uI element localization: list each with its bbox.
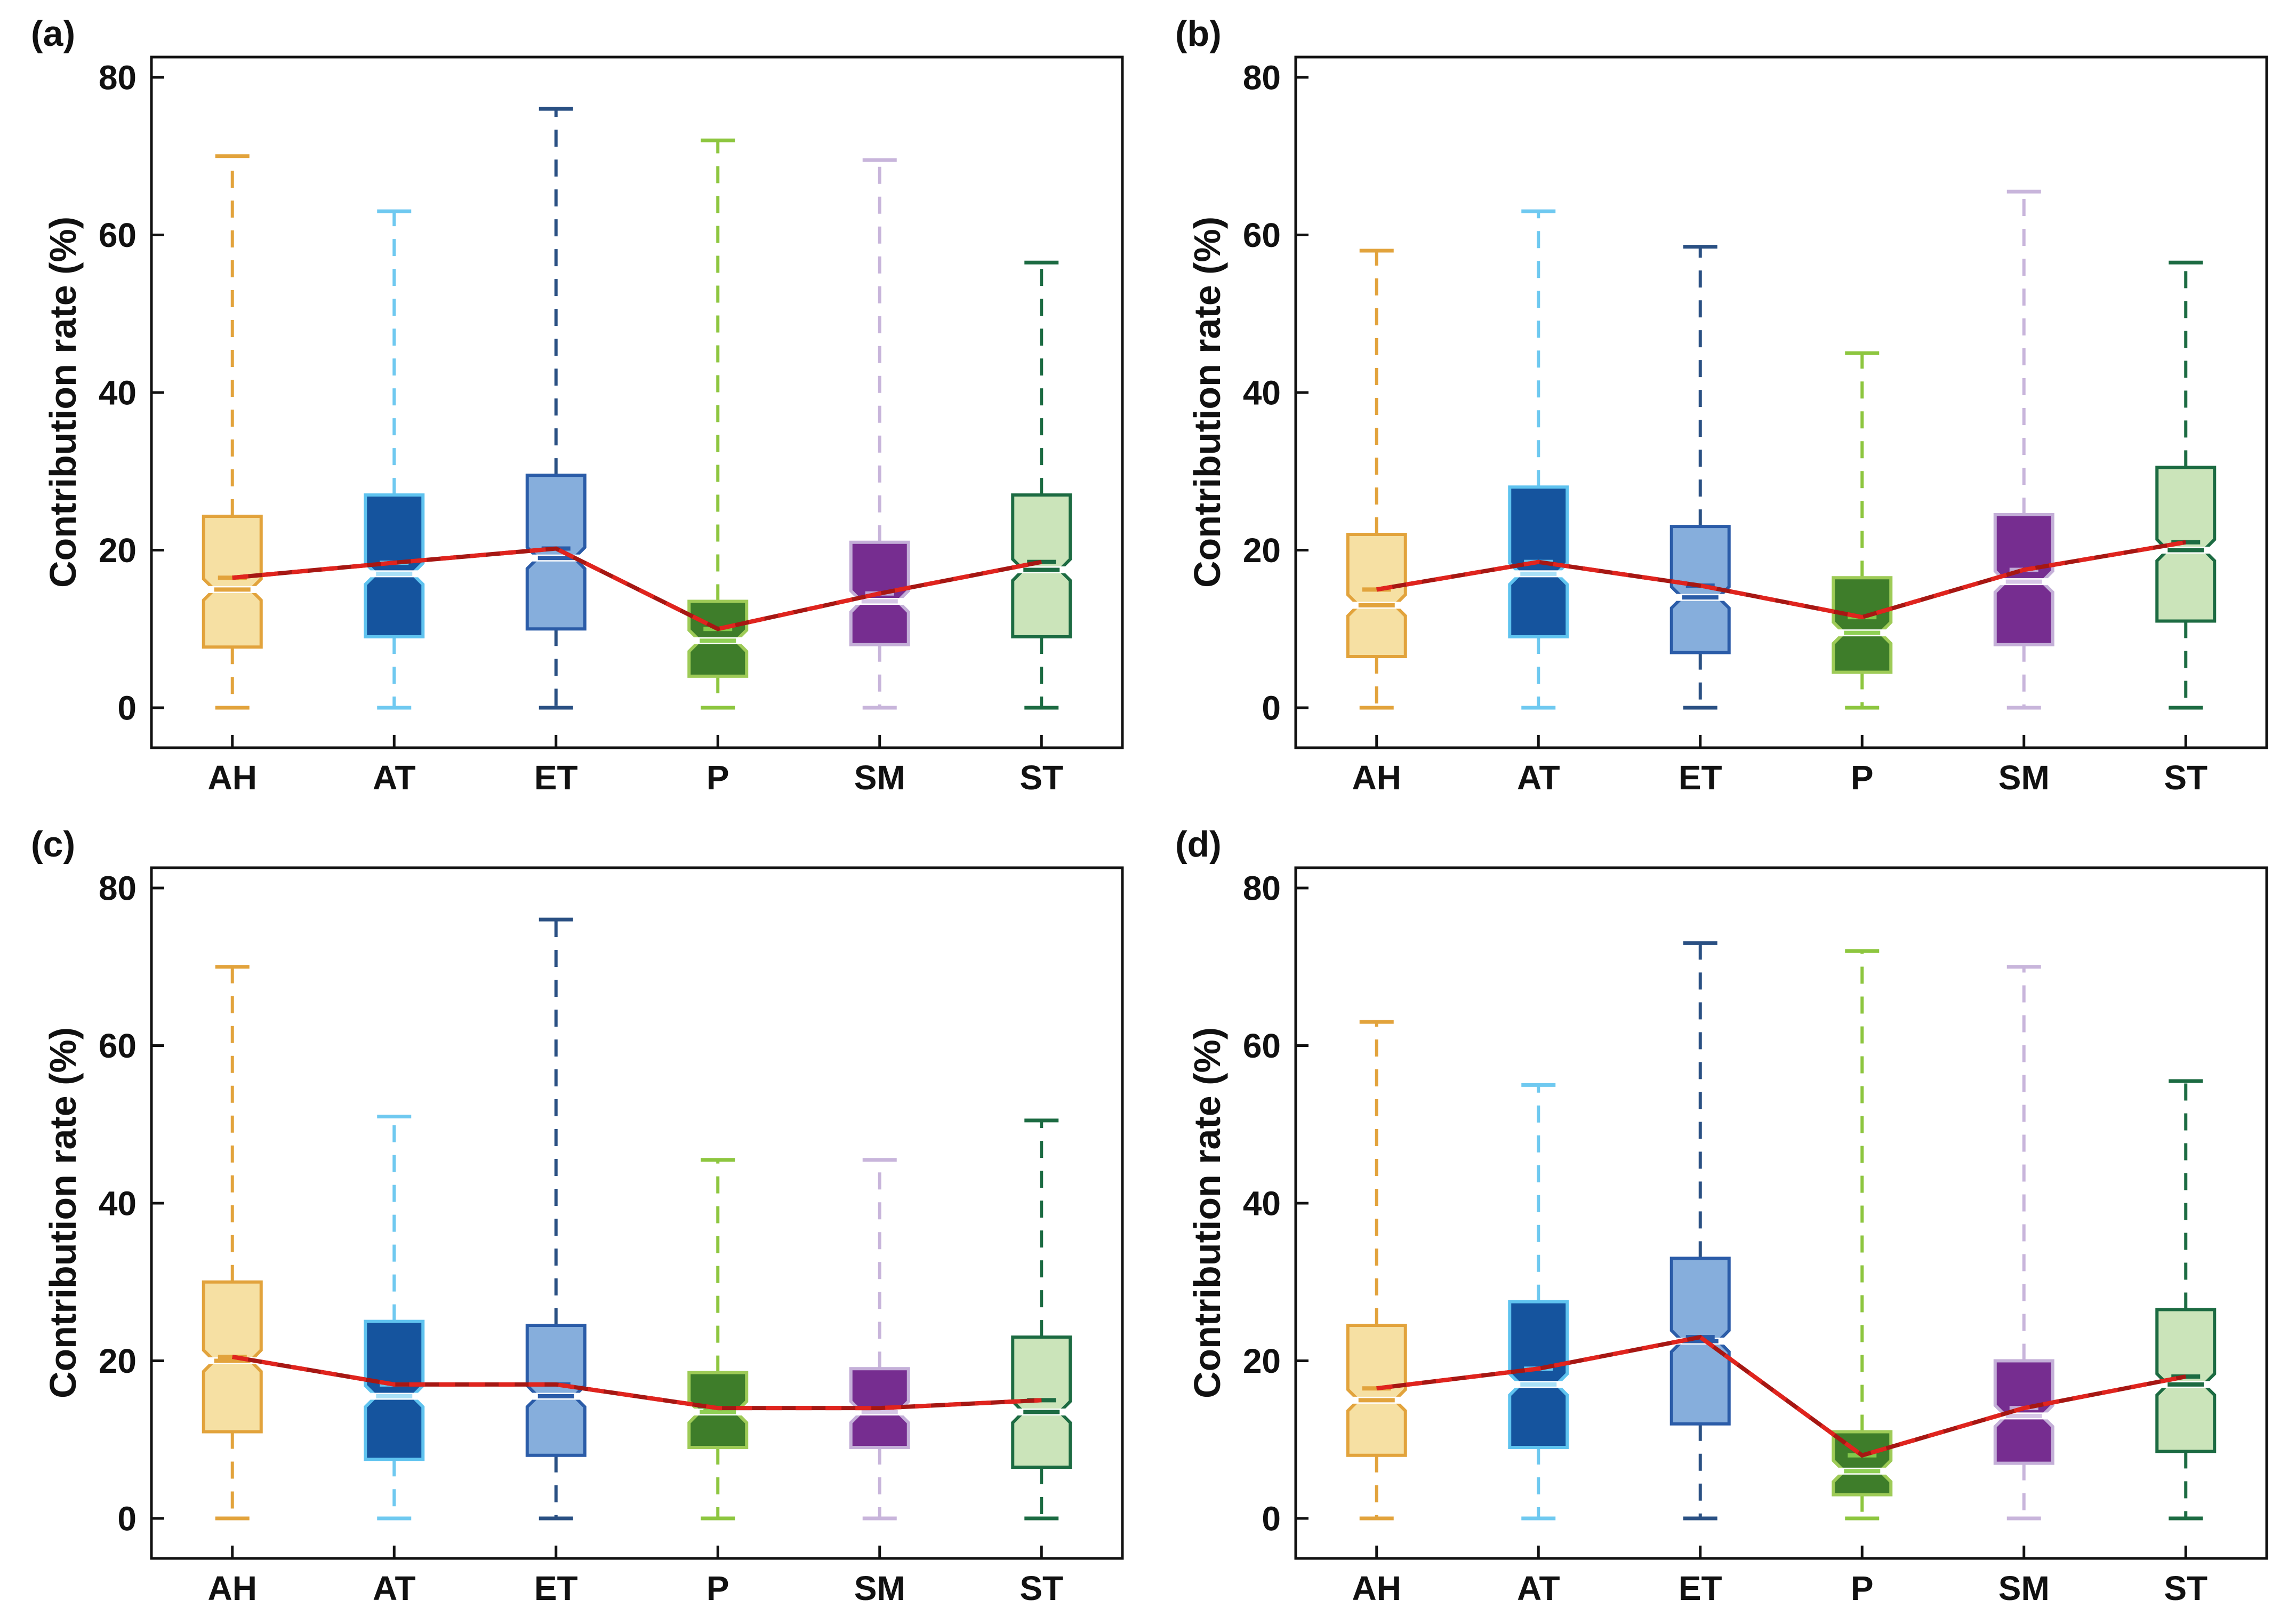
panel-letter: (d) [1175,824,1222,865]
y-axis-label: Contribution rate (%) [42,217,84,588]
box-ST [2155,1308,2217,1453]
plot-border [150,55,1124,749]
mean-trend-line-base [232,1355,1042,1411]
panel-c: (c) Contribution rate (%) 0 20 40 60 80 AH AT ET P… [0,811,1148,1621]
plot-border [150,866,1124,1560]
mean-trend-line-base [232,546,1042,631]
y-tick-label: 0 [117,1499,137,1538]
panel-letter: (b) [1175,13,1222,54]
y-axis-label: Contribution rate (%) [42,1027,84,1398]
x-tick-label-ST: ST [2164,1569,2207,1607]
y-tick-label: 40 [1243,1184,1281,1222]
box-AT [364,493,425,639]
box-ET [1669,525,1731,654]
x-tick-label-AT: AT [373,758,416,797]
x-tick-label-P: P [1851,1569,1874,1607]
mean-trend-line [232,1355,1042,1411]
box-AT [364,1319,425,1461]
boxplot-chart: (d) Contribution rate (%) 0 20 40 60 80 AH AT ET P… [1175,824,2268,1607]
box-ET [525,474,587,631]
y-tick-label: 60 [99,1027,137,1065]
x-tick-label-AT: AT [1517,758,1560,797]
y-tick-label: 0 [1262,1499,1281,1538]
y-axis-label: Contribution rate (%) [1186,217,1228,588]
x-tick-label-P: P [1851,758,1874,797]
x-tick-label-ET: ET [534,758,578,797]
x-tick-label-SM: SM [854,1569,905,1607]
x-tick-label-AH: AH [1352,758,1401,797]
y-tick-label: 80 [99,58,137,97]
panel-a: (a) Contribution rate (%) 0 20 40 60 80 AH AT ET P… [0,0,1148,811]
x-tick-label-ET: ET [534,1569,578,1607]
panel-d: (d) Contribution rate (%) 0 20 40 60 80 AH AT ET P… [1144,811,2292,1621]
x-tick-label-SM: SM [1998,1569,2050,1607]
y-tick-label: 20 [99,1342,137,1380]
x-tick-label-P: P [707,1569,729,1607]
x-tick-label-SM: SM [1998,758,2050,797]
y-tick-label: 60 [1243,1027,1281,1065]
y-tick-label: 0 [1262,689,1281,727]
box-SM [1993,1359,2054,1465]
x-tick-label-AT: AT [1517,1569,1560,1607]
mean-trend-line [1376,540,2186,620]
box-AH [1346,532,1407,658]
plot-border [1294,866,2268,1560]
mean-trend-line [1376,1334,2187,1458]
y-tick-label: 20 [1243,1342,1281,1380]
y-tick-label: 80 [99,869,137,907]
x-tick-label-SM: SM [854,758,905,797]
panel-letter: (c) [31,824,75,865]
x-tick-label-ST: ST [1019,758,1063,797]
y-tick-label: 80 [1243,869,1281,907]
y-tick-label: 40 [99,1184,137,1222]
panel-letter: (a) [31,13,75,54]
x-tick-label-AT: AT [373,1569,416,1607]
x-tick-label-AH: AH [208,1569,257,1607]
boxplot-chart: (a) Contribution rate (%) 0 20 40 60 80 AH AT ET P… [31,13,1124,797]
y-tick-label: 0 [117,689,137,727]
y-tick-label: 20 [99,531,137,570]
box-AT [1508,1300,1569,1450]
y-tick-label: 20 [1243,531,1281,570]
y-tick-label: 60 [1243,216,1281,254]
y-tick-label: 80 [1243,58,1281,97]
box-AH [202,514,263,649]
boxplot-chart: (b) Contribution rate (%) 0 20 40 60 80 AH AT ET P… [1175,13,2268,797]
x-tick-label-ST: ST [2164,758,2207,797]
y-tick-label: 40 [1243,373,1281,412]
x-tick-label-ET: ET [1679,758,1722,797]
x-tick-label-AH: AH [208,758,257,797]
x-tick-label-AH: AH [1352,1569,1401,1607]
y-tick-label: 40 [99,373,137,412]
boxplot-chart: (c) Contribution rate (%) 0 20 40 60 80 AH AT ET P… [31,824,1124,1607]
box-P [1832,576,1893,674]
x-tick-label-ET: ET [1679,1569,1722,1607]
y-tick-label: 60 [99,216,137,254]
x-tick-label-P: P [707,758,729,797]
mean-trend-line [232,546,1042,631]
mean-trend-line-base [1376,540,2186,620]
box-ET [525,1324,587,1457]
y-axis-label: Contribution rate (%) [1186,1027,1228,1398]
plot-border [1294,55,2268,749]
box-ST [1011,493,1072,639]
x-tick-label-ST: ST [1019,1569,1063,1607]
panel-b: (b) Contribution rate (%) 0 20 40 60 80 AH AT ET P… [1144,0,2292,811]
